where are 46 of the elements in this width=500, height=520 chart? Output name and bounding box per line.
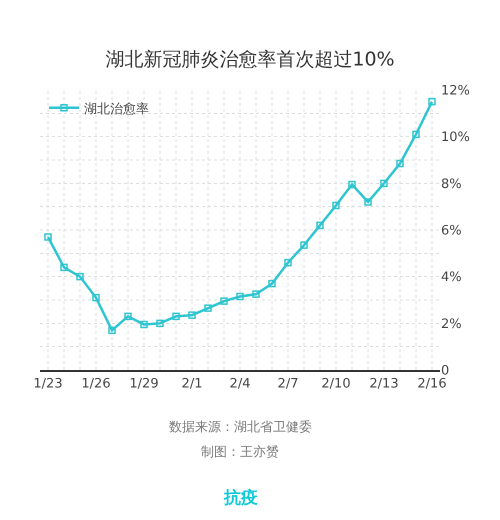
y-tick-label: 12% (441, 84, 470, 99)
text: 抗疫 (223, 488, 258, 508)
y-tick-label: 6% (441, 224, 462, 239)
point (396, 160, 404, 168)
text: 制图：王亦赟 (201, 445, 279, 460)
x-tick-label: 2/13 (369, 376, 399, 392)
point (124, 312, 132, 320)
point (204, 304, 212, 312)
point (236, 292, 244, 300)
point (172, 312, 180, 320)
source-note: 数据来源：湖北省卫健委 (169, 420, 312, 435)
y-tick-label: 8% (441, 176, 462, 192)
point (412, 130, 420, 138)
y-tick-label: 0 (441, 364, 450, 379)
point (380, 180, 388, 188)
y-tick-label: 2% (441, 316, 462, 332)
x-tick-label: 2/4 (230, 376, 250, 392)
point (268, 280, 276, 288)
x-tick-label: 2/7 (278, 376, 298, 392)
point (332, 202, 340, 210)
y-tick-label: 4% (441, 270, 462, 286)
point (252, 290, 260, 298)
point (156, 320, 164, 328)
x-tick-label: 2/10 (321, 376, 351, 392)
legend-label: 湖北治愈率 (84, 100, 149, 117)
x-tick-label: 2/16 (417, 376, 447, 392)
point (60, 264, 68, 272)
point (92, 294, 100, 302)
point (140, 320, 148, 328)
point (76, 272, 84, 280)
point (44, 233, 52, 241)
x-tick-label: 1/29 (129, 376, 159, 392)
point (108, 326, 116, 334)
y-tick-label: 10% (441, 130, 470, 146)
x-tick-label: 2/1 (182, 376, 202, 392)
point (300, 241, 308, 249)
point (284, 258, 292, 266)
point (220, 297, 228, 305)
x-tick-label: 1/23 (33, 376, 63, 392)
x-tick-label: 1/26 (81, 376, 111, 392)
point (188, 311, 196, 319)
point (348, 180, 356, 188)
point (428, 98, 436, 106)
point (316, 222, 324, 230)
point (364, 198, 372, 206)
chart-title: 湖北新冠肺炎治愈率首次超过10% (105, 48, 395, 70)
